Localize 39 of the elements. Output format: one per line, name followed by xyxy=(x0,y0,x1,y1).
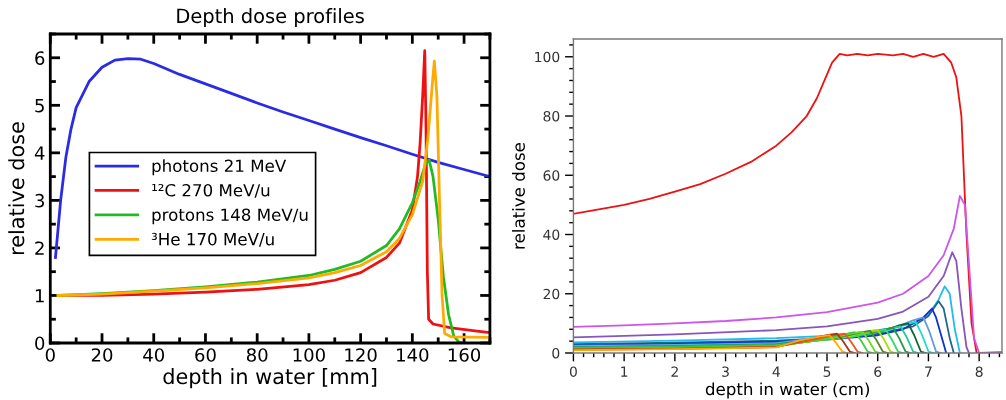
x-axis-title: depth in water [mm] xyxy=(163,368,377,389)
x-tick-label: 1 xyxy=(621,366,628,377)
x-tick-label: 60 xyxy=(195,348,216,362)
x-axis-title: depth in water (cm) xyxy=(705,382,870,399)
y-tick-label: 20 xyxy=(543,288,560,300)
y-tick-label: 0 xyxy=(35,336,45,351)
y-tick-label: 4 xyxy=(34,146,45,160)
x-tick-label: 0 xyxy=(45,348,55,362)
y-tick-label: 5 xyxy=(35,99,44,113)
x-tick-label: 0 xyxy=(569,366,577,377)
x-tick-label: 160 xyxy=(448,348,481,362)
x-tick-label: 20 xyxy=(91,348,113,362)
x-tick-label: 8 xyxy=(975,366,983,377)
y-tick-label: 3 xyxy=(35,193,44,208)
y-tick-label: 80 xyxy=(543,110,560,122)
y-tick-label: 2 xyxy=(35,241,44,255)
legend-label: photons 21 MeV xyxy=(152,159,287,176)
y-axis-title: relative dose xyxy=(8,122,25,255)
x-tick-label: 120 xyxy=(345,348,377,362)
x-tick-label: 100 xyxy=(293,348,325,362)
y-tick-label: 100 xyxy=(535,51,560,63)
y-tick-label: 6 xyxy=(35,51,45,65)
x-tick-label: 7 xyxy=(925,366,932,377)
x-tick-label: 4 xyxy=(772,366,780,377)
legend-label: protons 148 MeV/u xyxy=(152,208,308,225)
legend-label: ¹²C 270 MeV/u xyxy=(152,183,270,198)
x-tick-label: 80 xyxy=(246,348,268,362)
x-tick-label: 3 xyxy=(722,366,729,377)
y-tick-label: 40 xyxy=(543,229,560,240)
y-tick-label: 60 xyxy=(543,170,560,181)
x-tick-label: 140 xyxy=(397,348,429,362)
x-tick-label: 5 xyxy=(823,366,831,377)
y-axis-title: relative dose xyxy=(512,142,525,249)
legend-label: ³He 170 MeV/u xyxy=(151,232,274,247)
x-tick-label: 2 xyxy=(671,366,678,377)
chart-title: Depth dose profiles xyxy=(177,8,364,27)
x-tick-label: 6 xyxy=(874,366,882,377)
x-tick-label: 40 xyxy=(143,348,165,362)
y-tick-label: 1 xyxy=(35,289,44,303)
